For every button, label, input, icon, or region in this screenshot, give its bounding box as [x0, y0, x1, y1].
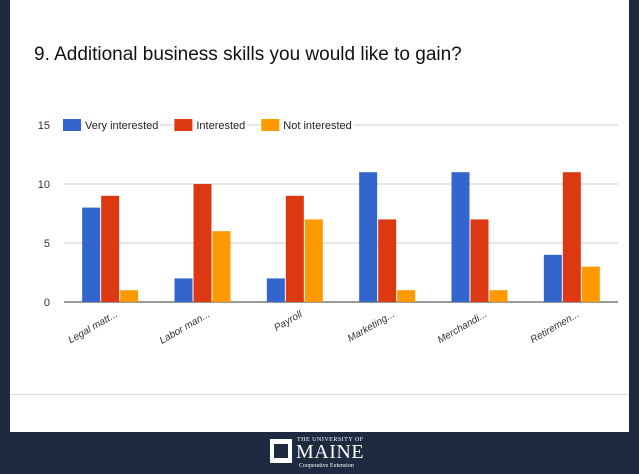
legend-label: Very interested — [85, 120, 158, 132]
bar — [101, 195, 120, 302]
bar — [451, 172, 470, 302]
y-tick-label: 0 — [44, 297, 50, 309]
logo-main-text: MAINE — [296, 441, 365, 463]
bar — [174, 278, 193, 302]
divider — [10, 394, 629, 395]
x-tick-label: Payroll — [272, 309, 305, 334]
legend-swatch — [174, 119, 193, 131]
bar — [304, 219, 323, 302]
bar — [562, 172, 581, 302]
bar — [82, 207, 101, 302]
bar — [266, 278, 285, 302]
x-tick-label: Marketing... — [346, 309, 397, 345]
bar-chart: 0 5 10 15 Legal matt... Labor man... Payroll Ma… — [38, 118, 618, 347]
legend-label: Not interested — [283, 120, 351, 132]
bar — [397, 290, 416, 302]
legend-swatch — [261, 119, 280, 131]
seal-icon — [269, 438, 293, 464]
x-tick-label: Legal matt... — [67, 309, 120, 346]
legend-swatch — [63, 119, 81, 131]
y-tick-label: 15 — [38, 120, 50, 132]
logo-top-text: THE UNIVERSITY OF — [297, 437, 364, 443]
logo-sub-text: Cooperative Extension — [299, 463, 354, 469]
bar — [212, 231, 231, 302]
x-tick-label: Labor man... — [158, 309, 212, 347]
bar — [470, 219, 489, 302]
x-tick-label: Retiremen... — [529, 309, 582, 346]
x-tick-label: Merchandi... — [436, 309, 489, 346]
bar — [543, 254, 562, 302]
y-tick-label: 10 — [38, 179, 50, 191]
university-logo: THE UNIVERSITY OF MAINE Cooperative Exte… — [269, 436, 389, 472]
bar — [359, 172, 378, 302]
footer-bar — [0, 432, 639, 474]
bar — [581, 266, 600, 302]
legend-label: Interested — [196, 120, 245, 132]
bar — [120, 290, 139, 302]
bar — [285, 195, 304, 302]
slide-title: 9. Additional business skills you would … — [34, 44, 462, 65]
bar — [378, 219, 397, 302]
bar — [489, 290, 508, 302]
bar — [193, 184, 212, 302]
y-tick-label: 5 — [44, 238, 50, 250]
